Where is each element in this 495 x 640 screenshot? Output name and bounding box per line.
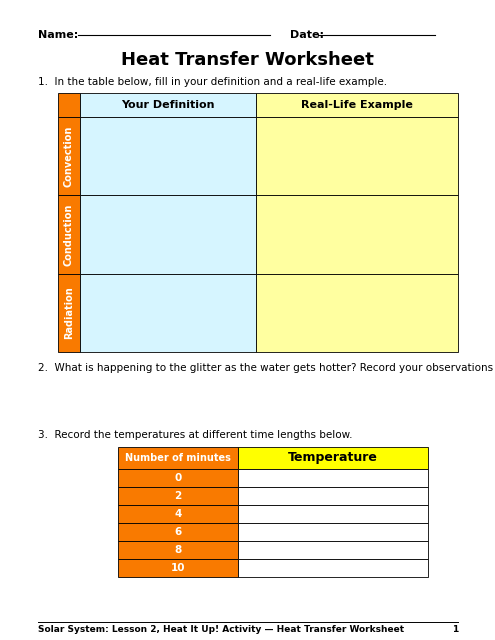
Bar bbox=[118, 487, 238, 505]
Text: 8: 8 bbox=[174, 545, 182, 555]
Bar bbox=[238, 447, 428, 469]
Bar bbox=[58, 117, 80, 195]
Bar bbox=[118, 505, 238, 523]
Text: Your Definition: Your Definition bbox=[121, 100, 215, 110]
Bar bbox=[80, 93, 256, 117]
Text: 1.  In the table below, fill in your definition and a real-life example.: 1. In the table below, fill in your defi… bbox=[38, 77, 387, 87]
Text: Conduction: Conduction bbox=[64, 204, 74, 266]
Bar bbox=[118, 541, 238, 559]
Text: Heat Transfer Worksheet: Heat Transfer Worksheet bbox=[121, 51, 373, 69]
Text: Date:: Date: bbox=[290, 30, 324, 40]
Bar bbox=[118, 447, 238, 469]
Bar bbox=[256, 117, 458, 195]
Text: Radiation: Radiation bbox=[64, 287, 74, 339]
Text: Convection: Convection bbox=[64, 125, 74, 187]
Bar bbox=[118, 559, 238, 577]
Text: 10: 10 bbox=[171, 563, 185, 573]
Bar bbox=[238, 469, 428, 487]
Bar bbox=[118, 469, 238, 487]
Text: 2: 2 bbox=[174, 491, 182, 501]
Text: 4: 4 bbox=[174, 509, 182, 519]
Text: 0: 0 bbox=[174, 473, 182, 483]
Bar bbox=[80, 195, 256, 274]
Bar bbox=[256, 195, 458, 274]
Bar bbox=[80, 117, 256, 195]
Bar bbox=[256, 274, 458, 352]
Text: Real-Life Example: Real-Life Example bbox=[301, 100, 413, 110]
Text: Solar System: Lesson 2, Heat It Up! Activity — Heat Transfer Worksheet: Solar System: Lesson 2, Heat It Up! Acti… bbox=[38, 625, 404, 634]
Bar bbox=[58, 195, 80, 274]
Text: 2.  What is happening to the glitter as the water gets hotter? Record your obser: 2. What is happening to the glitter as t… bbox=[38, 363, 495, 373]
Text: Number of minutes: Number of minutes bbox=[125, 453, 231, 463]
Text: 1: 1 bbox=[452, 625, 458, 634]
Bar bbox=[238, 559, 428, 577]
Bar bbox=[256, 93, 458, 117]
Text: Name:: Name: bbox=[38, 30, 78, 40]
Text: Temperature: Temperature bbox=[288, 451, 378, 465]
Bar bbox=[80, 274, 256, 352]
Text: 3.  Record the temperatures at different time lengths below.: 3. Record the temperatures at different … bbox=[38, 430, 352, 440]
Bar bbox=[238, 523, 428, 541]
Bar bbox=[238, 505, 428, 523]
Bar bbox=[118, 523, 238, 541]
Bar bbox=[58, 93, 80, 117]
Bar bbox=[58, 274, 80, 352]
Text: 6: 6 bbox=[174, 527, 182, 537]
Bar bbox=[238, 541, 428, 559]
Bar bbox=[238, 487, 428, 505]
